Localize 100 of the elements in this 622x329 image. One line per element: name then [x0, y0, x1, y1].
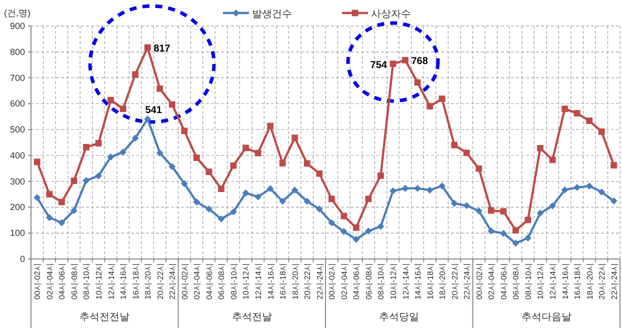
- data-label: 541: [145, 104, 162, 116]
- x-tick-label: 00시-02시: [33, 263, 42, 300]
- x-tick-label: 20시-22시: [450, 263, 460, 300]
- point: [58, 198, 65, 206]
- x-tick-label: 18시-20시: [438, 263, 448, 300]
- point: [70, 207, 78, 214]
- x-tick-label: 06시-08시: [364, 263, 374, 300]
- y-tick-label: 600: [10, 98, 25, 109]
- point: [34, 158, 40, 166]
- point: [144, 44, 151, 51]
- point: [218, 215, 225, 222]
- point: [524, 234, 532, 242]
- x-tick-label: 00시-02시: [180, 263, 190, 300]
- x-tick-label: 16시-18시: [278, 263, 288, 300]
- x-tick-label: 08시-10시: [524, 263, 533, 300]
- x-tick-label: 10시-12시: [242, 263, 251, 300]
- x-tick-label: 06시-08시: [217, 263, 226, 300]
- x-tick-label: 12시-14시: [401, 263, 410, 300]
- x-tick-label: 08시-10시: [229, 263, 238, 300]
- point: [586, 182, 593, 190]
- text: 추석다음날: [521, 312, 572, 323]
- x-tick-label: 02시-04시: [45, 263, 54, 300]
- x-tick-label: 12시-14시: [106, 263, 116, 300]
- point: [451, 142, 458, 148]
- y-tick-label: 0: [20, 254, 25, 264]
- x-tick-label: 04시-06시: [204, 263, 214, 300]
- point: [488, 228, 495, 235]
- point: [537, 144, 544, 152]
- point: [364, 228, 372, 235]
- y-tick-label: 800: [10, 46, 25, 57]
- x-tick-label: 14시-16시: [266, 263, 276, 300]
- text: 추석전날: [232, 312, 272, 323]
- point: [70, 178, 78, 184]
- point: [181, 128, 188, 134]
- x-tick-label: 00시-02시: [328, 263, 337, 300]
- x-tick-label: 20시-22시: [598, 263, 607, 300]
- point: [414, 79, 421, 86]
- x-tick-label: 18시-20시: [290, 263, 300, 300]
- legend-label: 발생건수: [252, 9, 292, 20]
- point: [120, 106, 126, 112]
- point: [193, 198, 200, 206]
- point: [488, 207, 494, 214]
- x-tick-label: 22시-24시: [168, 263, 178, 300]
- point: [402, 56, 408, 64]
- point: [254, 150, 262, 156]
- point: [476, 165, 482, 172]
- point: [549, 156, 556, 164]
- point: [279, 198, 286, 205]
- point: [230, 208, 237, 216]
- x-tick-label: 02시-04시: [192, 263, 202, 300]
- x-tick-label: 14시-16시: [560, 263, 570, 300]
- text: 추석전전날: [80, 312, 130, 323]
- point: [218, 186, 224, 192]
- y-tick-label: 300: [10, 176, 25, 186]
- point: [524, 216, 532, 224]
- point: [242, 189, 250, 196]
- point: [500, 208, 507, 215]
- x-tick-label: 12시-14시: [548, 263, 558, 300]
- x-tick-label: 20시-22시: [156, 263, 165, 300]
- x-tick-label: 22시-24시: [610, 263, 619, 300]
- x-tick-label: 04시-06시: [58, 263, 67, 300]
- point: [120, 148, 127, 156]
- point: [561, 186, 568, 194]
- x-tick-label: 06시-08시: [70, 263, 79, 300]
- point: [475, 207, 482, 214]
- point: [83, 144, 90, 150]
- point: [46, 214, 53, 222]
- x-tick-label: 16시-18시: [131, 263, 140, 300]
- point: [156, 85, 164, 92]
- point: [291, 186, 298, 194]
- point: [536, 210, 544, 217]
- point: [610, 162, 618, 168]
- point: [352, 236, 360, 243]
- data-label: 817: [154, 43, 171, 54]
- data-label: 754: [370, 60, 388, 71]
- x-tick-label: 00시-02시: [474, 263, 484, 300]
- x-tick-label: 10시-12시: [388, 263, 398, 300]
- legend-label: 사상자수: [371, 9, 411, 20]
- point: [304, 160, 310, 167]
- point: [340, 228, 348, 236]
- point: [340, 212, 348, 220]
- point: [574, 184, 581, 192]
- point: [426, 103, 433, 110]
- point: [34, 194, 41, 202]
- point: [598, 188, 606, 196]
- point: [180, 180, 188, 188]
- point: [438, 182, 446, 190]
- x-tick-label: 08시-10시: [82, 263, 92, 300]
- point: [144, 115, 152, 122]
- point: [108, 96, 114, 104]
- point: [390, 60, 396, 67]
- point: [328, 219, 336, 226]
- point: [156, 149, 164, 156]
- point: [242, 144, 249, 152]
- point: [463, 202, 470, 210]
- point: [389, 187, 396, 194]
- x-tick-label: 20시-22시: [303, 263, 312, 300]
- point: [426, 186, 434, 194]
- y-axis-title: (건,명): [4, 8, 30, 18]
- point: [574, 110, 580, 116]
